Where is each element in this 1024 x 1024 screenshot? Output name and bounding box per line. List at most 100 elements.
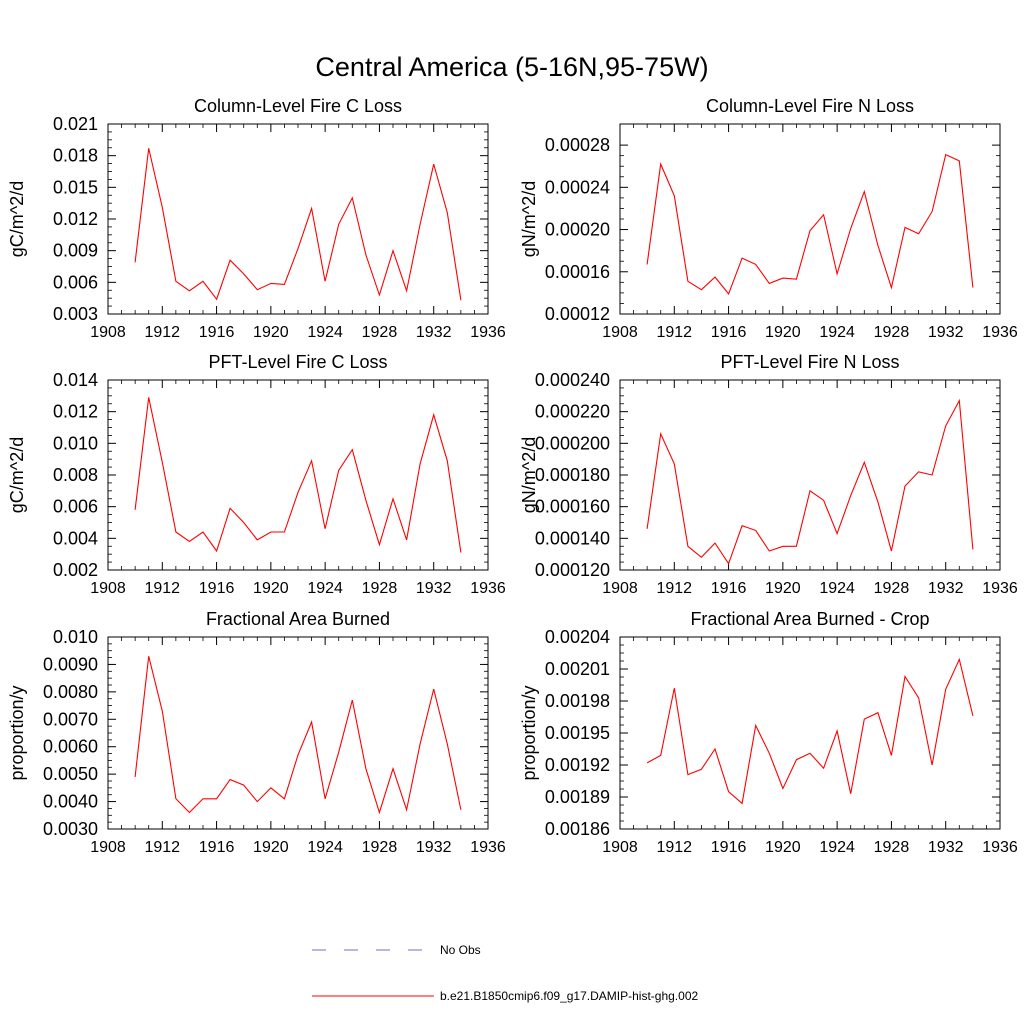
x-tick-label: 1912 — [656, 580, 692, 597]
x-tick-label: 1920 — [765, 324, 801, 341]
x-tick-label: 1928 — [362, 839, 398, 856]
series-line — [646, 153, 974, 295]
y-tick-label: 0.012 — [53, 402, 98, 422]
y-tick-label: 0.006 — [53, 497, 98, 517]
x-tick-label: 1908 — [90, 839, 126, 856]
y-tick-label: 0.0040 — [43, 792, 98, 812]
x-tick-label: 1928 — [362, 324, 398, 341]
plot-frame — [107, 123, 489, 315]
plot-frame — [619, 379, 1001, 571]
x-tick-label: 1932 — [928, 580, 964, 597]
y-tick-label: 0.000140 — [535, 528, 610, 548]
y-tick-label: 0.009 — [53, 241, 98, 261]
y-tick-label: 0.000180 — [535, 465, 610, 485]
x-tick-label: 1912 — [144, 580, 180, 597]
panel-title: PFT-Level Fire C Loss — [208, 352, 387, 372]
x-tick-label: 1916 — [199, 324, 235, 341]
x-tick-label: 1932 — [416, 839, 452, 856]
x-tick-label: 1920 — [765, 580, 801, 597]
legend-label-no-obs: No Obs — [440, 943, 481, 957]
y-tick-label: 0.00186 — [545, 819, 610, 839]
x-tick-label: 1924 — [819, 324, 855, 341]
legend-label-model: b.e21.B1850cmip6.f09_g17.DAMIP-hist-ghg.… — [440, 989, 698, 1003]
figure-title: Central America (5-16N,95-75W) — [315, 52, 708, 82]
x-tick-label: 1920 — [253, 580, 289, 597]
x-tick-label: 1932 — [416, 324, 452, 341]
legend: No Obs b.e21.B1850cmip6.f09_g17.DAMIP-hi… — [312, 943, 698, 1003]
y-tick-label: 0.000220 — [535, 402, 610, 422]
y-tick-label: 0.018 — [53, 146, 98, 166]
y-tick-label: 0.00024 — [545, 177, 610, 197]
x-tick-label: 1908 — [602, 324, 638, 341]
x-tick-label: 1908 — [90, 580, 126, 597]
x-tick-label: 1936 — [982, 324, 1018, 341]
x-tick-label: 1912 — [144, 839, 180, 856]
x-tick-label: 1936 — [470, 580, 506, 597]
x-tick-label: 1912 — [656, 324, 692, 341]
y-axis-label: proportion/y — [7, 685, 27, 780]
y-tick-label: 0.0070 — [43, 709, 98, 729]
plot-frame — [619, 123, 1001, 315]
x-tick-label: 1936 — [982, 580, 1018, 597]
y-tick-label: 0.014 — [53, 370, 98, 390]
x-tick-label: 1932 — [928, 839, 964, 856]
y-tick-label: 0.00195 — [545, 723, 610, 743]
y-tick-label: 0.006 — [53, 272, 98, 292]
y-tick-label: 0.000160 — [535, 497, 610, 517]
x-tick-label: 1924 — [819, 580, 855, 597]
y-tick-label: 0.010 — [53, 433, 98, 453]
y-tick-label: 0.0060 — [43, 737, 98, 757]
series-line — [646, 398, 974, 565]
y-tick-label: 0.0080 — [43, 682, 98, 702]
y-tick-label: 0.003 — [53, 304, 98, 324]
x-tick-label: 1920 — [253, 324, 289, 341]
y-axis-label: gC/m^2/d — [7, 437, 27, 513]
x-tick-label: 1916 — [711, 839, 747, 856]
chart-panel-1: Column-Level Fire C Loss gC/m^2/d 1908 1912… — [7, 96, 506, 341]
panel-title: Column-Level Fire N Loss — [706, 96, 914, 116]
x-tick-label: 1916 — [199, 839, 235, 856]
chart-panel-6: Fractional Area Burned - Crop proportion/… — [519, 609, 1018, 856]
y-tick-label: 0.00201 — [545, 659, 610, 679]
y-tick-label: 0.021 — [53, 114, 98, 134]
y-tick-label: 0.012 — [53, 209, 98, 229]
y-tick-label: 0.00189 — [545, 787, 610, 807]
plot-frame — [619, 636, 1001, 830]
y-tick-label: 0.00020 — [545, 220, 610, 240]
y-tick-label: 0.010 — [53, 627, 98, 647]
series-line — [134, 397, 462, 553]
y-tick-label: 0.00028 — [545, 135, 610, 155]
y-tick-label: 0.004 — [53, 528, 98, 548]
y-tick-label: 0.00198 — [545, 691, 610, 711]
y-tick-label: 0.0030 — [43, 819, 98, 839]
plot-frame — [107, 636, 489, 830]
x-tick-label: 1908 — [90, 324, 126, 341]
x-tick-label: 1916 — [711, 580, 747, 597]
x-tick-label: 1928 — [874, 580, 910, 597]
x-tick-label: 1924 — [307, 839, 343, 856]
chart-panel-2: Column-Level Fire N Loss gN/m^2/d 1908 1912… — [519, 96, 1018, 341]
chart-panel-4: PFT-Level Fire N Loss gN/m^2/d 1908 1912 191… — [519, 352, 1018, 597]
x-tick-label: 1928 — [874, 839, 910, 856]
y-axis-label: proportion/y — [519, 685, 539, 780]
x-tick-label: 1936 — [982, 839, 1018, 856]
x-tick-label: 1932 — [416, 580, 452, 597]
panel-title: PFT-Level Fire N Loss — [720, 352, 899, 372]
chart-panel-5: Fractional Area Burned proportion/y 1908 19… — [7, 609, 506, 856]
y-axis-label: gN/m^2/d — [519, 437, 539, 513]
panel-title: Fractional Area Burned — [206, 609, 390, 629]
x-tick-label: 1916 — [199, 580, 235, 597]
y-tick-label: 0.000120 — [535, 560, 610, 580]
series-line — [646, 657, 974, 805]
x-tick-label: 1912 — [144, 324, 180, 341]
chart-panels: Column-Level Fire C Loss gC/m^2/d 1908 1912… — [7, 96, 1018, 856]
y-tick-label: 0.000200 — [535, 433, 610, 453]
series-line — [134, 148, 462, 301]
y-tick-label: 0.0090 — [43, 654, 98, 674]
y-tick-label: 0.00016 — [545, 262, 610, 282]
y-tick-label: 0.015 — [53, 177, 98, 197]
y-tick-label: 0.008 — [53, 465, 98, 485]
series-line — [134, 656, 462, 815]
y-axis-label: gN/m^2/d — [519, 181, 539, 257]
